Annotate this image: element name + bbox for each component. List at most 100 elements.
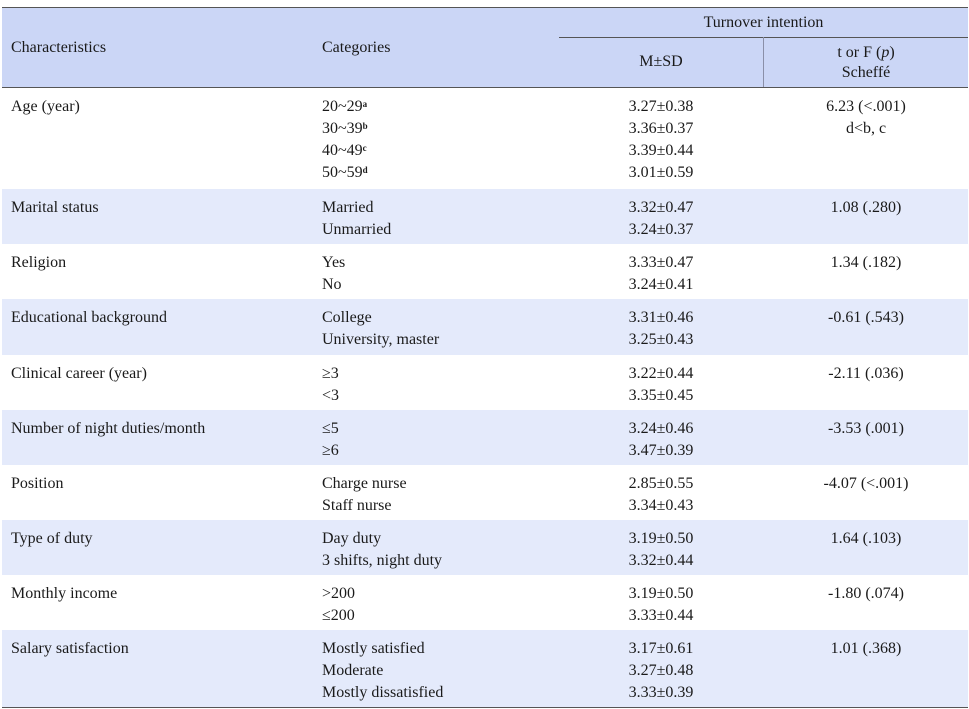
category-item: ≤200 xyxy=(322,605,355,627)
categories-cell: Yes No xyxy=(322,252,345,296)
characteristic-cell: Religion xyxy=(11,254,67,271)
msd-value: 3.32±0.47 xyxy=(628,199,694,216)
msd-cell: 3.24±0.46 3.47±0.39 xyxy=(559,418,763,462)
statistic-cell: -1.80 (.074) xyxy=(828,585,904,602)
category-label: >200 xyxy=(322,585,356,602)
table-header: Characteristics Categories Turnover inte… xyxy=(2,8,968,88)
category-label: Married xyxy=(322,199,374,216)
category-label: ≤200 xyxy=(322,607,355,624)
msd-cell: 3.22±0.44 3.35±0.45 xyxy=(559,363,763,407)
category-item: 50~59d xyxy=(322,162,368,184)
table-row: Number of night duties/month ≤5 ≥6 3.24±0.4… xyxy=(2,410,968,465)
characteristic-cell: Marital status xyxy=(11,199,99,216)
category-item: University, master xyxy=(322,329,439,351)
category-item: <3 xyxy=(322,385,339,407)
category-label: 30~39 xyxy=(322,120,363,137)
msd-value: 3.35±0.45 xyxy=(628,387,694,404)
category-item: Unmarried xyxy=(322,219,391,241)
category-label: Mostly satisfied xyxy=(322,640,425,657)
categories-cell: >200 ≤200 xyxy=(322,583,355,627)
header-statistic: t or F (p) Scheffé xyxy=(764,43,968,83)
group-superscript: a xyxy=(362,99,368,109)
characteristic-cell: Type of duty xyxy=(11,530,93,547)
msd-cell: 2.85±0.55 3.34±0.43 xyxy=(559,473,763,517)
category-item: College xyxy=(322,307,439,329)
categories-cell: Mostly satisfied Moderate Mostly dissatisf… xyxy=(322,638,443,704)
category-label: Staff nurse xyxy=(322,497,392,514)
statistic-cell: 1.34 (.182) xyxy=(830,254,902,271)
category-item: >200 xyxy=(322,583,355,605)
category-label: ≤5 xyxy=(322,420,339,437)
msd-value: 3.36±0.37 xyxy=(628,120,694,137)
msd-cell: 3.32±0.47 3.24±0.37 xyxy=(559,197,763,241)
table-body: Age (year) 20~29a 30~39b 40~49c 50~59d 3.27±0… xyxy=(2,88,968,707)
table-row: Age (year) 20~29a 30~39b 40~49c 50~59d 3.27±0… xyxy=(2,88,968,189)
table-row: Religion Yes No 3.33±0.47 3.24±0.41 1.34 (.18… xyxy=(2,244,968,299)
msd-value: 3.24±0.41 xyxy=(628,276,694,293)
msd-cell: 3.19±0.50 3.33±0.44 xyxy=(559,583,763,627)
categories-cell: 20~29a 30~39b 40~49c 50~59d xyxy=(322,96,368,184)
category-label: 20~29 xyxy=(322,98,363,115)
table-row: Educational background College University,… xyxy=(2,299,968,355)
msd-cell: 3.19±0.50 3.32±0.44 xyxy=(559,528,763,572)
category-item: 20~29a xyxy=(322,96,368,118)
msd-value: 3.22±0.44 xyxy=(628,365,694,382)
table-row: Position Charge nurse Staff nurse 2.85±0.55… xyxy=(2,465,968,520)
header-scheffe: Scheffé xyxy=(841,64,891,81)
statistic-cell: 1.08 (.280) xyxy=(830,199,902,216)
category-item: ≤5 xyxy=(322,418,339,440)
msd-value: 3.27±0.38 xyxy=(628,98,694,115)
msd-value: 3.31±0.46 xyxy=(628,309,694,326)
msd-value: 3.47±0.39 xyxy=(628,442,694,459)
msd-value: 3.19±0.50 xyxy=(628,585,694,602)
msd-cell: 3.31±0.46 3.25±0.43 xyxy=(559,307,763,351)
category-item: Married xyxy=(322,197,391,219)
statistic-cell: 1.01 (.368) xyxy=(830,640,902,657)
category-item: Staff nurse xyxy=(322,495,407,517)
group-superscript: c xyxy=(362,143,367,153)
category-item: 3 shifts, night duty xyxy=(322,550,442,572)
characteristic-cell: Educational background xyxy=(11,309,167,326)
statistic-cell: -2.11 (.036) xyxy=(828,365,904,382)
category-label: Day duty xyxy=(322,530,382,547)
categories-cell: Married Unmarried xyxy=(322,197,391,241)
category-label: Yes xyxy=(322,254,346,271)
category-item: ≥6 xyxy=(322,440,339,462)
msd-value: 3.33±0.47 xyxy=(628,254,694,271)
header-p-label: p xyxy=(881,44,890,61)
scheffe-cell: d<b, c xyxy=(845,120,887,137)
msd-value: 3.27±0.48 xyxy=(628,662,694,679)
categories-cell: ≥3 <3 xyxy=(322,363,339,407)
header-categories: Categories xyxy=(322,39,391,56)
category-item: Moderate xyxy=(322,660,443,682)
msd-cell: 3.17±0.61 3.27±0.48 3.33±0.39 xyxy=(559,638,763,704)
category-label: 3 shifts, night duty xyxy=(322,552,443,569)
category-label: <3 xyxy=(322,387,340,404)
data-table: Characteristics Categories Turnover inte… xyxy=(2,7,968,708)
category-label: Moderate xyxy=(322,662,384,679)
msd-value: 3.24±0.46 xyxy=(628,420,694,437)
category-item: ≥3 xyxy=(322,363,339,385)
msd-value: 3.25±0.43 xyxy=(628,331,694,348)
msd-value: 3.33±0.44 xyxy=(628,607,694,624)
msd-value: 2.85±0.55 xyxy=(628,475,694,492)
characteristic-cell: Salary satisfaction xyxy=(11,640,129,657)
header-column-divider xyxy=(763,37,764,87)
characteristic-cell: Age (year) xyxy=(11,98,80,115)
categories-cell: Charge nurse Staff nurse xyxy=(322,473,407,517)
msd-value: 3.01±0.59 xyxy=(628,164,694,181)
categories-cell: College University, master xyxy=(322,307,439,351)
category-label: ≥6 xyxy=(322,442,339,459)
header-characteristics: Characteristics xyxy=(11,39,107,56)
category-label: 40~49 xyxy=(322,142,363,159)
group-superscript: b xyxy=(362,121,368,131)
category-item: Day duty xyxy=(322,528,442,550)
category-item: Mostly dissatisfied xyxy=(322,682,443,704)
msd-cell: 3.27±0.38 3.36±0.37 3.39±0.44 3.01±0.59 xyxy=(559,96,763,184)
category-label: 50~59 xyxy=(322,164,363,181)
category-label: University, master xyxy=(322,331,440,348)
statistic-cell: 6.23 (<.001) xyxy=(826,98,906,115)
msd-value: 3.34±0.43 xyxy=(628,497,694,514)
msd-cell: 3.33±0.47 3.24±0.41 xyxy=(559,252,763,296)
msd-value: 3.17±0.61 xyxy=(628,640,694,657)
